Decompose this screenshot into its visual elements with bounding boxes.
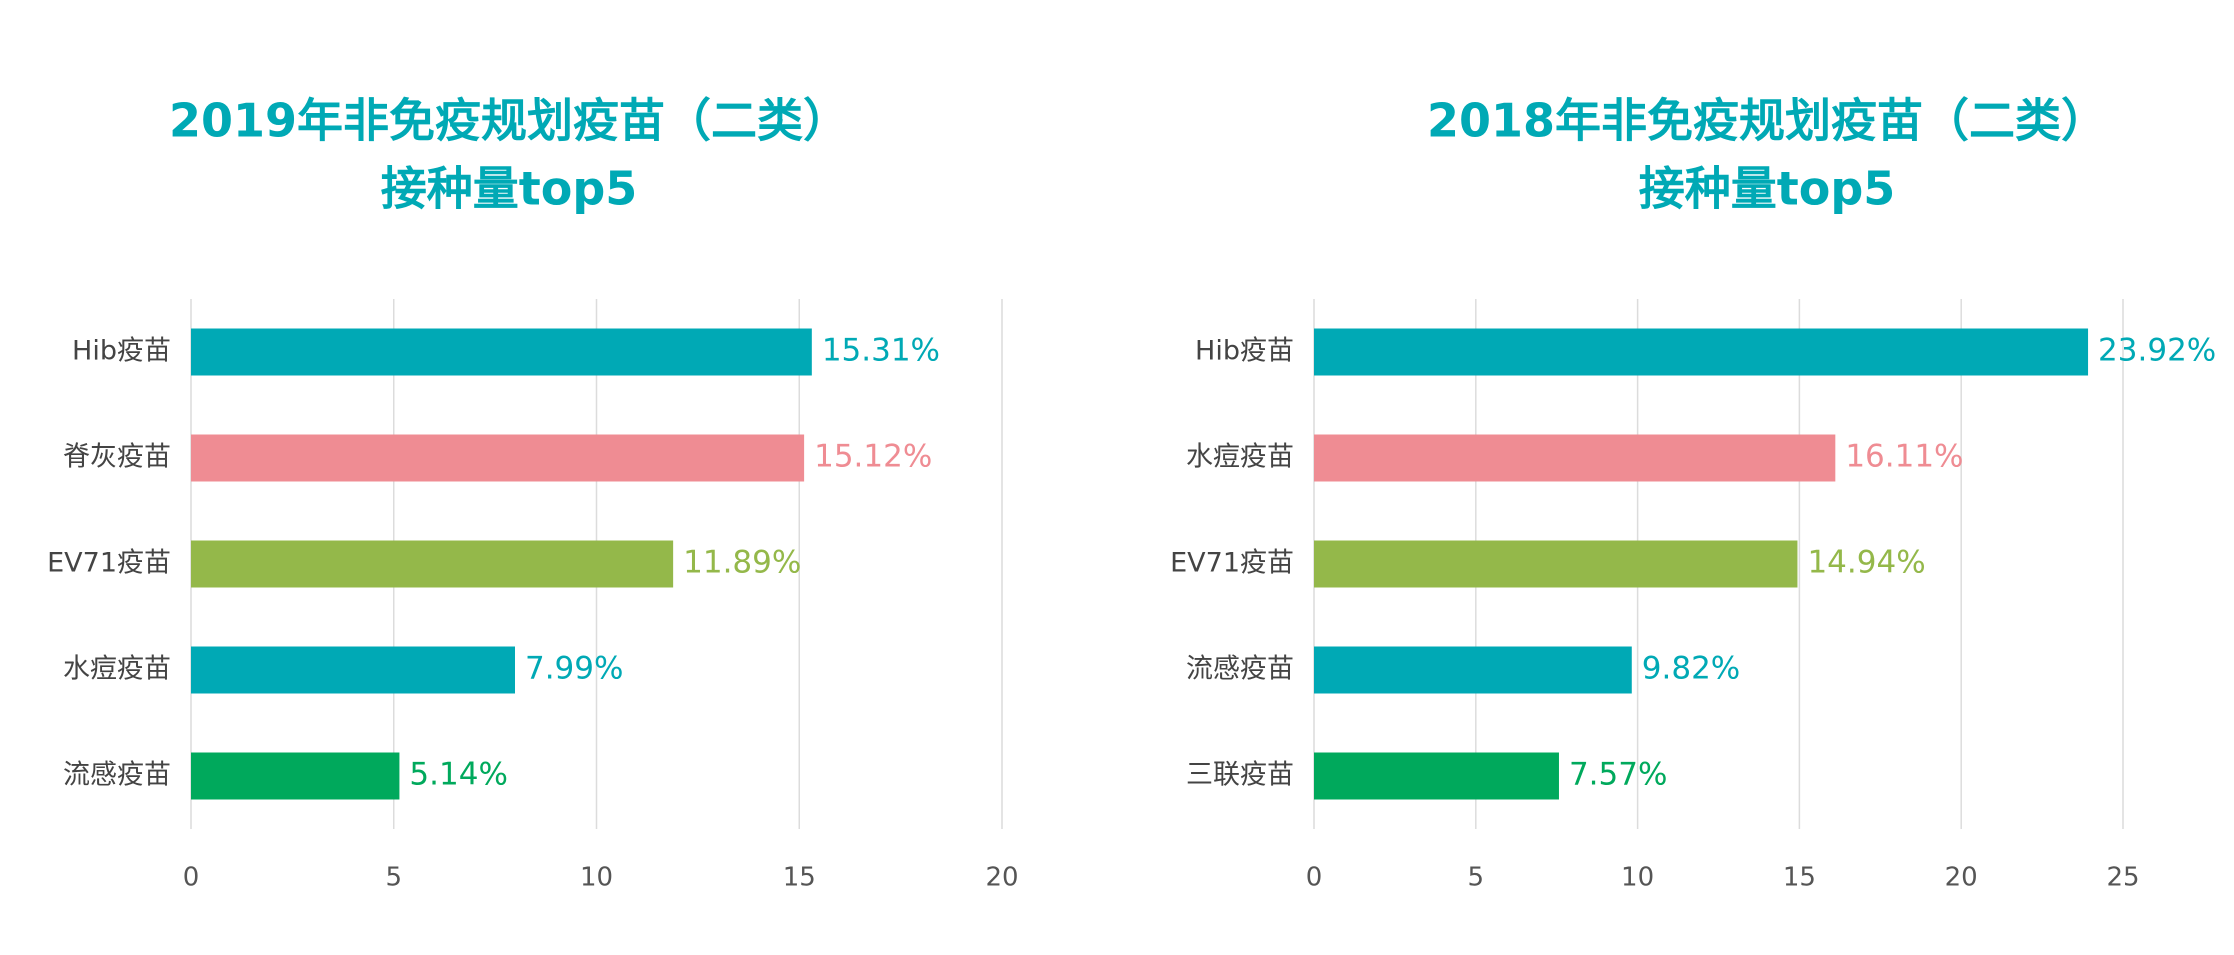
x-tick-label: 10 bbox=[1621, 863, 1654, 893]
value-label: 15.12% bbox=[814, 439, 932, 475]
bar bbox=[1314, 328, 2089, 376]
x-tick-label: 20 bbox=[985, 863, 1018, 893]
value-label: 9.82% bbox=[1642, 651, 1740, 687]
value-label: 5.14% bbox=[409, 757, 507, 793]
x-tick-label: 20 bbox=[1945, 863, 1978, 893]
x-tick-label: 0 bbox=[1306, 863, 1323, 893]
category-label: 流感疫苗 bbox=[63, 760, 171, 791]
chart-title: 接种量top5 bbox=[381, 162, 638, 216]
category-label: 脊灰疫苗 bbox=[63, 442, 171, 473]
x-tick-label: 25 bbox=[2106, 863, 2139, 893]
chart-title: 2019年非免疫规划疫苗（二类） bbox=[169, 94, 849, 148]
bar bbox=[191, 646, 515, 694]
category-label: EV71疫苗 bbox=[1170, 548, 1294, 579]
x-tick-label: 5 bbox=[1468, 863, 1485, 893]
x-tick-label: 5 bbox=[385, 863, 402, 893]
x-tick-label: 15 bbox=[783, 863, 816, 893]
bar bbox=[1314, 540, 1798, 588]
category-label: 流感疫苗 bbox=[1186, 654, 1294, 685]
x-tick-label: 10 bbox=[580, 863, 613, 893]
x-tick-label: 15 bbox=[1783, 863, 1816, 893]
value-label: 16.11% bbox=[1845, 439, 1963, 475]
category-label: 水痘疫苗 bbox=[63, 654, 171, 685]
category-label: Hib疫苗 bbox=[1195, 336, 1294, 367]
chart-title: 2018年非免疫规划疫苗（二类） bbox=[1427, 94, 2107, 148]
bar bbox=[1314, 434, 1836, 482]
bar bbox=[1314, 646, 1632, 694]
bar bbox=[191, 328, 812, 376]
value-label: 15.31% bbox=[822, 333, 940, 369]
bar bbox=[1314, 752, 1559, 800]
value-label: 7.57% bbox=[1569, 757, 1667, 793]
category-label: Hib疫苗 bbox=[72, 336, 171, 367]
bar bbox=[191, 434, 805, 482]
value-label: 11.89% bbox=[683, 545, 801, 581]
category-label: 水痘疫苗 bbox=[1186, 442, 1294, 473]
category-label: EV71疫苗 bbox=[47, 548, 171, 579]
chart-title: 接种量top5 bbox=[1639, 162, 1896, 216]
value-label: 7.99% bbox=[525, 651, 623, 687]
x-tick-label: 0 bbox=[183, 863, 200, 893]
value-label: 23.92% bbox=[2098, 333, 2216, 369]
bar bbox=[191, 752, 400, 800]
value-label: 14.94% bbox=[1807, 545, 1925, 581]
bar bbox=[191, 540, 674, 588]
category-label: 三联疫苗 bbox=[1186, 760, 1294, 791]
